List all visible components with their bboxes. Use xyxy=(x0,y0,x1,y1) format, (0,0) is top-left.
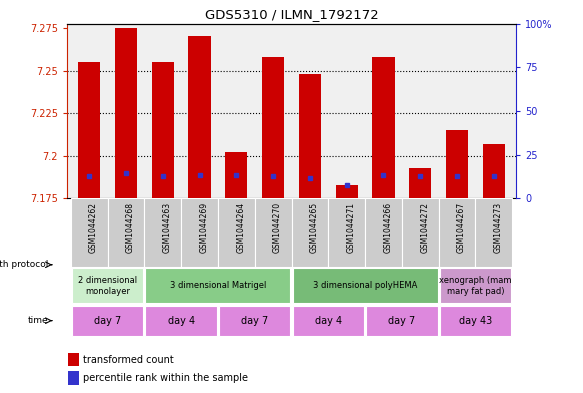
Text: GSM1044269: GSM1044269 xyxy=(199,202,209,253)
Bar xyxy=(402,198,438,267)
Bar xyxy=(476,198,512,267)
Bar xyxy=(218,198,255,267)
Bar xyxy=(68,371,79,385)
Bar xyxy=(188,37,210,198)
Text: 2 dimensional
monolayer: 2 dimensional monolayer xyxy=(78,276,137,296)
Text: day 4: day 4 xyxy=(167,316,195,326)
Bar xyxy=(373,57,395,198)
Bar xyxy=(262,57,284,198)
Bar xyxy=(145,198,181,267)
Text: day 7: day 7 xyxy=(241,316,268,326)
Bar xyxy=(292,198,328,267)
Text: growth protocol: growth protocol xyxy=(0,260,48,269)
Bar xyxy=(446,130,468,198)
Bar xyxy=(336,185,358,198)
Bar xyxy=(219,305,290,336)
Bar xyxy=(365,198,402,267)
Bar xyxy=(440,305,511,336)
Bar xyxy=(293,305,364,336)
Bar xyxy=(181,198,218,267)
Bar xyxy=(299,74,321,198)
Bar xyxy=(71,198,107,267)
Bar xyxy=(293,268,438,303)
Text: day 7: day 7 xyxy=(388,316,416,326)
Text: 3 dimensional polyHEMA: 3 dimensional polyHEMA xyxy=(313,281,417,290)
Bar xyxy=(440,268,511,303)
Bar xyxy=(72,305,143,336)
Bar xyxy=(366,305,438,336)
Text: GSM1044272: GSM1044272 xyxy=(420,202,429,253)
Text: GSM1044264: GSM1044264 xyxy=(236,202,245,253)
Text: percentile rank within the sample: percentile rank within the sample xyxy=(83,373,248,384)
Bar xyxy=(483,144,505,198)
Text: day 4: day 4 xyxy=(315,316,342,326)
Text: GSM1044263: GSM1044263 xyxy=(163,202,172,253)
Text: GSM1044270: GSM1044270 xyxy=(273,202,282,253)
Text: day 7: day 7 xyxy=(94,316,121,326)
Bar xyxy=(145,305,217,336)
Bar xyxy=(145,268,290,303)
Text: GSM1044273: GSM1044273 xyxy=(494,202,503,253)
Bar xyxy=(72,268,143,303)
Bar xyxy=(409,168,431,198)
Bar xyxy=(68,353,79,366)
Bar xyxy=(152,62,174,198)
Text: GSM1044266: GSM1044266 xyxy=(384,202,392,253)
Bar xyxy=(328,198,365,267)
Text: xenograph (mam
mary fat pad): xenograph (mam mary fat pad) xyxy=(439,276,512,296)
Title: GDS5310 / ILMN_1792172: GDS5310 / ILMN_1792172 xyxy=(205,8,378,21)
Text: 3 dimensional Matrigel: 3 dimensional Matrigel xyxy=(170,281,266,290)
Text: GSM1044262: GSM1044262 xyxy=(89,202,98,253)
Bar xyxy=(255,198,292,267)
Bar xyxy=(78,62,100,198)
Text: time: time xyxy=(27,316,48,325)
Bar xyxy=(225,152,247,198)
Text: GSM1044268: GSM1044268 xyxy=(126,202,135,253)
Text: GSM1044267: GSM1044267 xyxy=(457,202,466,253)
Bar xyxy=(107,198,145,267)
Text: day 43: day 43 xyxy=(459,316,492,326)
Text: GSM1044265: GSM1044265 xyxy=(310,202,319,253)
Text: transformed count: transformed count xyxy=(83,354,174,365)
Bar xyxy=(438,198,476,267)
Text: GSM1044271: GSM1044271 xyxy=(347,202,356,253)
Bar xyxy=(115,28,137,198)
